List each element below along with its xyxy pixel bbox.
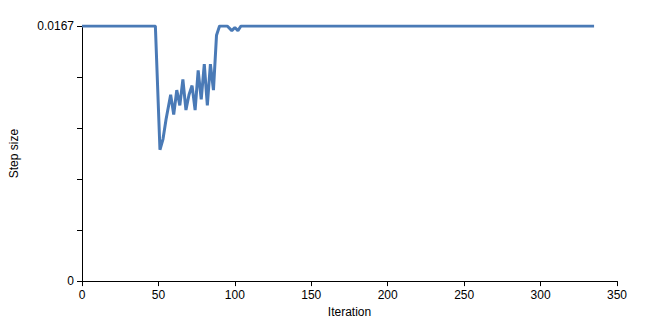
svg-text:0: 0: [79, 288, 86, 302]
svg-text:Step size: Step size: [7, 129, 21, 179]
svg-text:0: 0: [67, 274, 74, 288]
svg-text:Iteration: Iteration: [328, 305, 371, 319]
svg-text:200: 200: [378, 288, 398, 302]
svg-text:350: 350: [607, 288, 627, 302]
svg-text:300: 300: [531, 288, 551, 302]
svg-text:0.0167: 0.0167: [37, 19, 74, 33]
svg-text:50: 50: [152, 288, 166, 302]
svg-text:150: 150: [301, 288, 321, 302]
svg-text:250: 250: [454, 288, 474, 302]
svg-text:100: 100: [225, 288, 245, 302]
